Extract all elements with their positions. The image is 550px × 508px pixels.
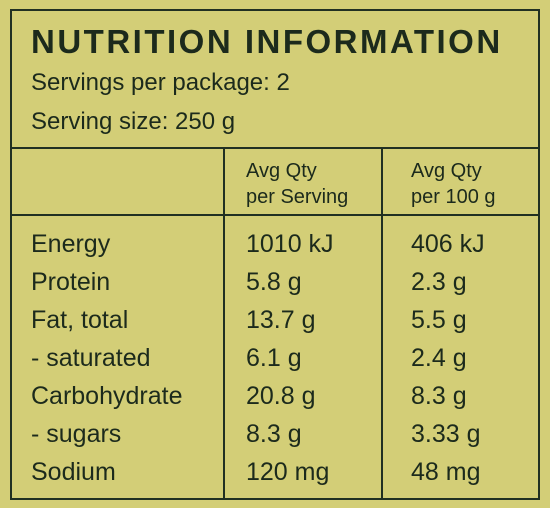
column-header-per-serving: Avg Qty per Serving <box>246 158 348 210</box>
nutrient-name: Energy <box>31 230 111 258</box>
nutrient-name: - saturated <box>31 344 151 372</box>
value-per-serving: 6.1 g <box>246 344 302 372</box>
value-per-serving: 1010 kJ <box>246 230 334 258</box>
nutrient-name: Carbohydrate <box>31 382 183 410</box>
value-per-serving: 5.8 g <box>246 268 302 296</box>
table-row: Fat, total 13.7 g 5.5 g <box>12 301 538 339</box>
column-divider-1 <box>223 149 225 498</box>
value-per-100g: 3.33 g <box>411 420 481 448</box>
column-header-per-100g: Avg Qty per 100 g <box>411 158 496 210</box>
table-row: Energy 1010 kJ 406 kJ <box>12 225 538 263</box>
value-per-100g: 8.3 g <box>411 382 467 410</box>
panel-title: NUTRITION INFORMATION <box>31 23 503 60</box>
value-per-serving: 20.8 g <box>246 382 316 410</box>
column-header-line: per 100 g <box>411 186 496 208</box>
nutrient-name: Fat, total <box>31 306 129 334</box>
value-per-serving: 13.7 g <box>246 306 316 334</box>
column-header-line: per Serving <box>246 186 349 208</box>
table-row: Sodium 120 mg 48 mg <box>12 453 538 491</box>
nutrition-panel: NUTRITION INFORMATION Servings per packa… <box>10 9 540 500</box>
nutrient-name: Protein <box>31 268 111 296</box>
column-divider-2 <box>381 149 383 498</box>
table-row: - saturated 6.1 g 2.4 g <box>12 339 538 377</box>
column-header-line: Avg Qty <box>246 160 317 182</box>
table-row: Carbohydrate 20.8 g 8.3 g <box>12 377 538 415</box>
column-header-line: Avg Qty <box>411 160 482 182</box>
nutrient-name: Sodium <box>31 458 116 486</box>
table-row: Protein 5.8 g 2.3 g <box>12 263 538 301</box>
nutrient-name: - sugars <box>31 420 122 448</box>
nutrient-table: Energy 1010 kJ 406 kJ Protein 5.8 g 2.3 … <box>12 225 538 491</box>
servings-per-package: Servings per package: 2 <box>31 69 290 96</box>
serving-size: Serving size: 250 g <box>31 108 236 135</box>
value-per-serving: 8.3 g <box>246 420 302 448</box>
value-per-100g: 48 mg <box>411 458 481 486</box>
header-divider-top <box>12 147 538 149</box>
value-per-100g: 2.4 g <box>411 344 467 372</box>
header-divider-bottom <box>12 214 538 216</box>
value-per-100g: 5.5 g <box>411 306 467 334</box>
value-per-serving: 120 mg <box>246 458 330 486</box>
value-per-100g: 406 kJ <box>411 230 485 258</box>
value-per-100g: 2.3 g <box>411 268 467 296</box>
table-row: - sugars 8.3 g 3.33 g <box>12 415 538 453</box>
